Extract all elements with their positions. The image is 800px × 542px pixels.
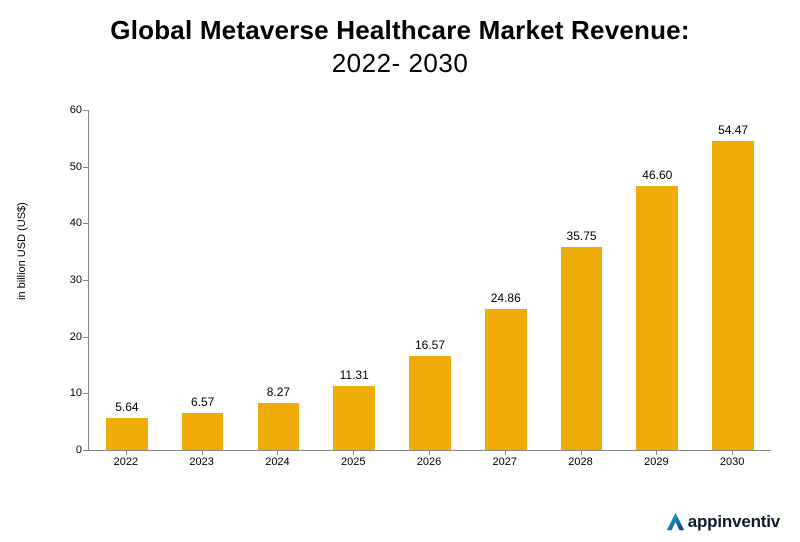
y-tick-label: 30 [56, 274, 82, 286]
y-tick [83, 110, 89, 111]
bar-value-label: 35.75 [561, 229, 603, 243]
bar-value-label: 54.47 [712, 123, 754, 137]
x-tick-label: 2025 [341, 456, 365, 468]
bars-layer: 5.64 6.57 8.27 11.31 16.57 24.86 35.75 46.60 54.… [89, 110, 771, 450]
brand-name: appinventiv [688, 512, 780, 532]
x-tick [429, 450, 430, 455]
y-tick-label: 40 [56, 217, 82, 229]
x-tick [126, 450, 127, 455]
bar-value-label: 6.57 [182, 395, 224, 409]
y-tick [83, 450, 89, 451]
plot-area: 5.64 6.57 8.27 11.31 16.57 24.86 35.75 46.60 54.… [88, 110, 771, 451]
x-tick [353, 450, 354, 455]
bar-value-label: 24.86 [485, 291, 527, 305]
x-tick-label: 2029 [644, 456, 668, 468]
brand-logo: appinventiv [665, 511, 780, 532]
x-tick-label: 2026 [417, 456, 441, 468]
brand-mark-icon [665, 511, 686, 532]
y-axis-label: in billion USD (US$) [16, 202, 28, 300]
bar: 46.60 [636, 186, 678, 450]
bar: 16.57 [409, 356, 451, 450]
y-tick [83, 337, 89, 338]
bar: 6.57 [182, 413, 224, 450]
bar-value-label: 16.57 [409, 338, 451, 352]
y-tick-label: 0 [56, 444, 82, 456]
y-tick [83, 167, 89, 168]
x-tick [656, 450, 657, 455]
bar: 8.27 [258, 403, 300, 450]
chart-area: 5.64 6.57 8.27 11.31 16.57 24.86 35.75 46.60 54.… [60, 110, 770, 488]
x-tick-label: 2022 [114, 456, 138, 468]
bar: 24.86 [485, 309, 527, 450]
y-tick-label: 10 [56, 387, 82, 399]
bar: 5.64 [106, 418, 148, 450]
chart-title-line2: 2022- 2030 [0, 47, 800, 80]
x-tick-label: 2027 [493, 456, 517, 468]
y-tick-label: 50 [56, 161, 82, 173]
x-tick [202, 450, 203, 455]
bar-value-label: 5.64 [106, 400, 148, 414]
x-tick-label: 2024 [265, 456, 289, 468]
x-tick-label: 2030 [720, 456, 744, 468]
bar-value-label: 46.60 [636, 168, 678, 182]
x-tick [581, 450, 582, 455]
y-tick [83, 280, 89, 281]
x-tick-label: 2023 [189, 456, 213, 468]
bar-value-label: 8.27 [258, 385, 300, 399]
bar: 35.75 [561, 247, 603, 450]
bar: 54.47 [712, 141, 754, 450]
y-tick-label: 20 [56, 331, 82, 343]
y-tick [83, 393, 89, 394]
bar: 11.31 [333, 386, 375, 450]
chart-title-line1: Global Metaverse Healthcare Market Reven… [0, 14, 800, 47]
x-tick [505, 450, 506, 455]
y-tick [83, 223, 89, 224]
chart-title: Global Metaverse Healthcare Market Reven… [0, 0, 800, 79]
bar-value-label: 11.31 [333, 368, 375, 382]
x-tick [732, 450, 733, 455]
chart-container: Global Metaverse Healthcare Market Reven… [0, 0, 800, 542]
y-tick-label: 60 [56, 104, 82, 116]
x-tick-label: 2028 [568, 456, 592, 468]
x-tick [277, 450, 278, 455]
